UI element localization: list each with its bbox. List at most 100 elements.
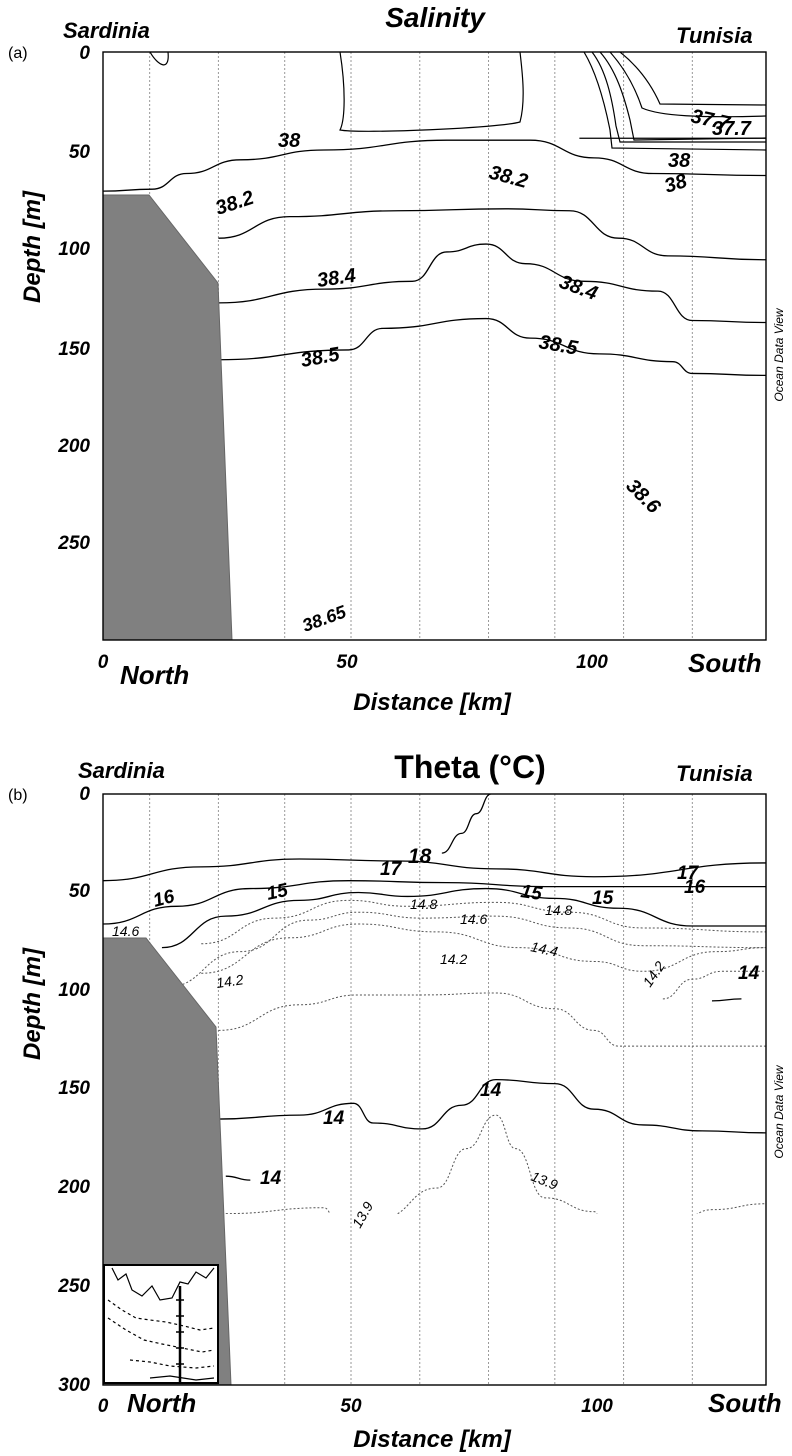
inset-map [103, 1264, 219, 1384]
contour-label: 17 [380, 859, 403, 880]
contour-line [218, 992, 766, 1047]
corner-label-north: North [127, 1388, 196, 1418]
contour-line [218, 208, 766, 261]
contour-line [225, 1114, 766, 1214]
odv-watermark: Ocean Data View [772, 307, 786, 401]
contour-line [103, 858, 766, 882]
theta-panel: (b) Theta (°C) Sardinia Tunisia North So… [8, 749, 786, 1453]
contour-line [711, 998, 742, 1002]
contour-label: 17 [677, 863, 700, 884]
y-tick: 200 [57, 1177, 90, 1198]
x-tick: 0 [98, 652, 109, 673]
contour-label: 14.6 [460, 911, 487, 927]
corner-label-south: South [688, 648, 762, 678]
contour-line [218, 1078, 766, 1134]
contour-label: 38.4 [556, 271, 600, 305]
contour-line [662, 970, 766, 1000]
contour-label: 38.65 [300, 601, 350, 636]
y-tick: 250 [57, 1276, 90, 1297]
plot-frame [102, 793, 767, 1386]
contour-line [218, 243, 766, 324]
contour-line [103, 880, 766, 925]
contour-label: 14.8 [410, 896, 437, 912]
contour-label: 38.5 [537, 331, 580, 360]
contour-label: 38 [278, 130, 301, 152]
contour-label: 14.8 [545, 902, 572, 918]
x-ticks: 0 50 100 [98, 1396, 614, 1417]
contour-label: 38.2 [487, 162, 530, 193]
x-tick: 100 [576, 652, 608, 673]
contour-line [201, 923, 766, 974]
contour-label: 14.2 [215, 971, 244, 991]
salinity-panel: (a) Salinity Sardinia Tunisia North Sout… [8, 2, 786, 716]
contour-label: 15 [265, 880, 290, 905]
corner-label-north: North [120, 660, 189, 690]
contour-label: 18 [408, 845, 432, 868]
inset-station-transect [176, 1286, 184, 1382]
surface-lens-contours [149, 52, 766, 151]
x-axis-label: Distance [km] [353, 1426, 511, 1453]
contour-label: 38 [668, 150, 691, 172]
panel-label-b: (b) [8, 787, 28, 804]
plot-frame [102, 51, 767, 641]
y-ticks: 0 50 100 150 200 250 300 [57, 43, 90, 554]
salinity-plot-area [102, 51, 767, 641]
contour-label: 14.2 [639, 958, 668, 990]
contour-label: 13.9 [529, 1168, 560, 1193]
y-tick: 0 [79, 43, 90, 64]
contour-label: 14.6 [112, 923, 139, 939]
corner-label-sardinia: Sardinia [78, 758, 165, 783]
x-tick: 0 [98, 1396, 109, 1417]
contour-label: 14 [480, 1080, 502, 1101]
corner-label-tunisia: Tunisia [676, 761, 753, 786]
theta-plot-area [102, 793, 767, 1386]
inset-map-frame [103, 1264, 219, 1384]
panel-label-a: (a) [8, 45, 28, 62]
contour-lines [103, 794, 766, 1214]
x-tick: 100 [581, 1396, 613, 1417]
contour-label: 37.7 [712, 118, 752, 140]
contour-labels: 38 37.7 37.7 38 38 38.2 38.2 38.4 38.4 3… [213, 105, 752, 635]
x-axis-label: Distance [km] [353, 689, 511, 716]
y-ticks: 0 50 100 150 200 250 300 [57, 784, 90, 1396]
contour-label: 14 [260, 1168, 282, 1189]
contour-line [226, 487, 766, 536]
corner-label-south: South [708, 1388, 782, 1418]
y-tick: 50 [69, 881, 91, 902]
y-axis-label: Depth [m] [19, 190, 46, 303]
contour-label: 14.2 [440, 951, 467, 967]
seafloor-bathymetry [102, 194, 233, 641]
contour-line [218, 317, 766, 377]
y-tick: 200 [57, 436, 90, 457]
contour-line [103, 139, 766, 192]
contour-label: 14 [323, 1108, 345, 1129]
y-tick: 100 [58, 239, 90, 260]
x-ticks: 0 50 100 [98, 652, 609, 673]
contour-line [441, 794, 492, 854]
contour-label: 15 [592, 888, 614, 909]
y-tick: 250 [57, 533, 90, 554]
contour-label: 13.9 [349, 1199, 377, 1231]
contour-label: 16 [684, 877, 706, 898]
inset-coastline [107, 1267, 215, 1381]
y-tick: 50 [69, 142, 91, 163]
corner-label-sardinia: Sardinia [63, 18, 150, 43]
chart-title-salinity: Salinity [385, 2, 486, 33]
y-tick: 300 [58, 1375, 90, 1396]
odv-watermark: Ocean Data View [772, 1064, 786, 1158]
y-tick: 0 [79, 784, 90, 805]
contour-label: 38.6 [621, 475, 665, 519]
chart-title-theta: Theta (°C) [394, 749, 545, 785]
corner-label-tunisia: Tunisia [676, 23, 753, 48]
contour-label: 15 [519, 881, 543, 905]
contour-label: 14.4 [529, 938, 559, 959]
y-tick: 100 [58, 980, 90, 1001]
contour-label: 16 [151, 886, 177, 912]
contour-line [166, 911, 766, 988]
contour-label: 14 [738, 963, 760, 984]
y-tick: 150 [58, 1078, 90, 1099]
contour-label: 38.4 [316, 265, 358, 292]
contour-label: 38.5 [299, 343, 342, 372]
contour-label: 38.2 [213, 187, 257, 220]
